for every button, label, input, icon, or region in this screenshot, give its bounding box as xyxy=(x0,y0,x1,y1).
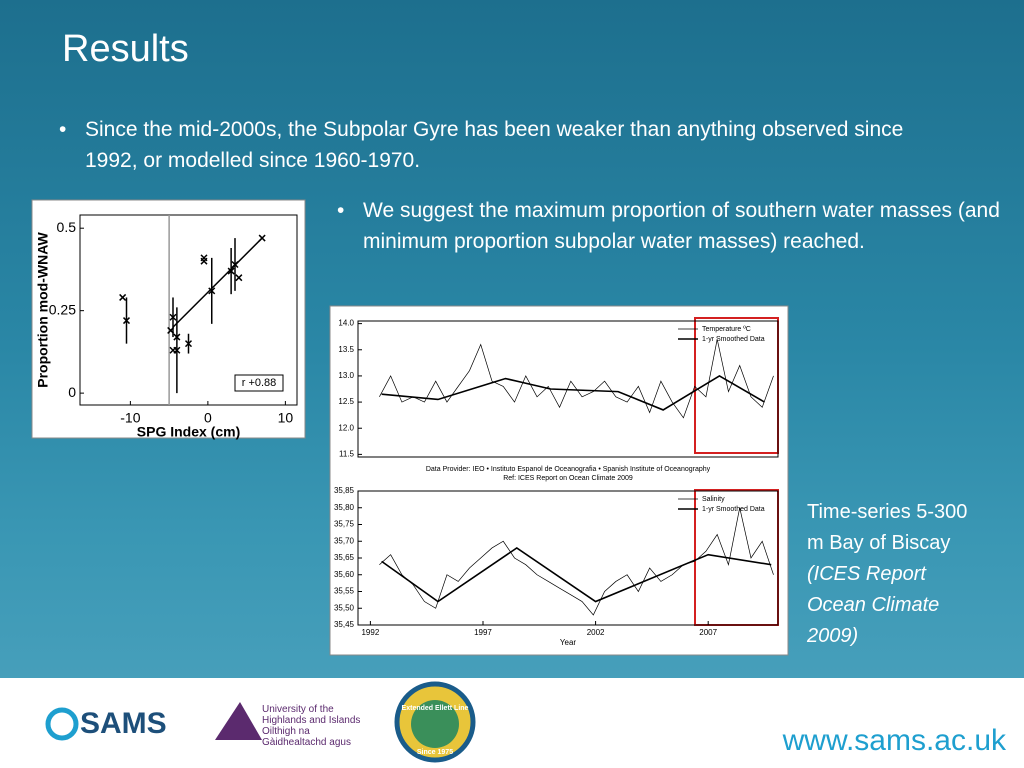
y-tick-label: 35,85 xyxy=(334,486,355,495)
point xyxy=(122,317,131,325)
y-tick-label: 35,45 xyxy=(334,620,355,629)
caption-text: Time-series 5-300 m Bay of Biscay xyxy=(807,501,968,554)
caption: Time-series 5-300 m Bay of Biscay (ICES … xyxy=(807,497,982,652)
y-tick-label: 12.5 xyxy=(338,397,354,406)
ellett-logo: Extended Ellett Line Since 1975 xyxy=(394,681,476,763)
point xyxy=(208,287,216,295)
chart-note: Data Provider: IEO • Instituto Espanol d… xyxy=(426,466,711,473)
plot-frame xyxy=(79,214,298,406)
x-axis-label: Year xyxy=(560,638,577,647)
point xyxy=(167,326,175,334)
point xyxy=(227,267,235,275)
y-tick-label: 0.25 xyxy=(49,301,76,317)
logo-mark xyxy=(45,707,79,741)
x-axis-label: SPG Index (cm) xyxy=(137,424,240,440)
point xyxy=(200,257,208,265)
x-tick-label: 0 xyxy=(204,410,212,426)
y-axis-label: Proportion mod-WNAW xyxy=(35,231,51,387)
y-tick-label: 35,70 xyxy=(334,536,355,545)
charts: 0 0.25 0.5 -10 0 10 SPG Index (cm) Proportion m… xyxy=(31,199,789,656)
logo-text: SAMS xyxy=(80,707,167,740)
point xyxy=(258,234,266,242)
y-tick-label: 35,80 xyxy=(334,503,355,512)
x-tick-label: 10 xyxy=(278,410,294,426)
legend-label: Salinity xyxy=(702,496,725,503)
plot-frame xyxy=(357,320,779,458)
y-tick-label: 35,60 xyxy=(334,570,355,579)
point xyxy=(119,293,127,301)
data-line xyxy=(381,374,765,411)
logo-text: Since 1975 xyxy=(417,749,453,756)
point xyxy=(169,313,177,321)
legend-label: 1-yr Smoothed Data xyxy=(702,506,765,513)
logo-text: Extended Ellett Line xyxy=(402,705,469,712)
y-tick-label: 14.0 xyxy=(338,319,354,328)
data-line xyxy=(381,546,772,603)
legend-label: Temperature ºC xyxy=(702,326,751,333)
x-tick-label: 2007 xyxy=(699,628,717,637)
y-tick-label: 12.0 xyxy=(338,423,354,432)
caption-source: (ICES Report Ocean Climate 2009) xyxy=(807,563,940,647)
uhi-gd: Oilthigh na Gàidhealtachd agus nan Eilea… xyxy=(262,726,351,748)
data-line xyxy=(379,507,774,616)
bullet: Since the mid-2000s, the Subpolar Gyre h… xyxy=(59,114,915,176)
y-tick-label: 35,75 xyxy=(334,520,355,529)
y-tick-label: 11.5 xyxy=(339,449,355,458)
x-tick-label: 2002 xyxy=(587,628,605,637)
legend-label: 1-yr Smoothed Data xyxy=(702,336,765,343)
logos: SAMS University of the Highlands and Isl… xyxy=(45,681,476,763)
y-tick-label: 0 xyxy=(68,384,76,400)
logo-text: University of the Highlands and Islands … xyxy=(262,704,361,748)
data-line xyxy=(379,339,774,419)
y-tick-label: 35,55 xyxy=(334,587,355,596)
logo-mark xyxy=(215,702,262,740)
point xyxy=(173,346,181,354)
y-tick-label: 13.0 xyxy=(338,371,354,380)
uhi-en: University of the Highlands and Islands xyxy=(262,704,361,726)
annotation-box xyxy=(234,374,284,392)
sams-logo: SAMS xyxy=(45,707,167,741)
point xyxy=(231,260,239,269)
chart-note: Ref: ICES Report on Ocean Climate 2009 xyxy=(503,475,633,482)
slide-title: Results xyxy=(62,28,189,70)
annotation: r +0.88 xyxy=(242,377,277,389)
point xyxy=(173,333,181,341)
fit-line xyxy=(172,237,263,328)
url: www.sams.ac.uk xyxy=(782,724,1006,757)
point xyxy=(184,340,193,348)
bullet: We suggest the maximum proportion of sou… xyxy=(337,195,1003,257)
y-tick-label: 35,50 xyxy=(334,603,355,612)
uhi-logo: University of the Highlands and Islands … xyxy=(215,702,361,748)
point xyxy=(235,274,243,282)
chart-panel xyxy=(329,305,789,656)
y-tick-label: 0.5 xyxy=(57,219,77,235)
x-tick-label: 1997 xyxy=(474,628,492,637)
logo-mark xyxy=(411,700,459,748)
x-tick-label: -10 xyxy=(120,410,140,426)
footer: SAMS University of the Highlands and Isl… xyxy=(0,678,1024,768)
y-tick-label: 35,65 xyxy=(334,553,355,562)
y-tick-label: 13.5 xyxy=(338,345,354,354)
x-tick-label: 1992 xyxy=(361,628,379,637)
